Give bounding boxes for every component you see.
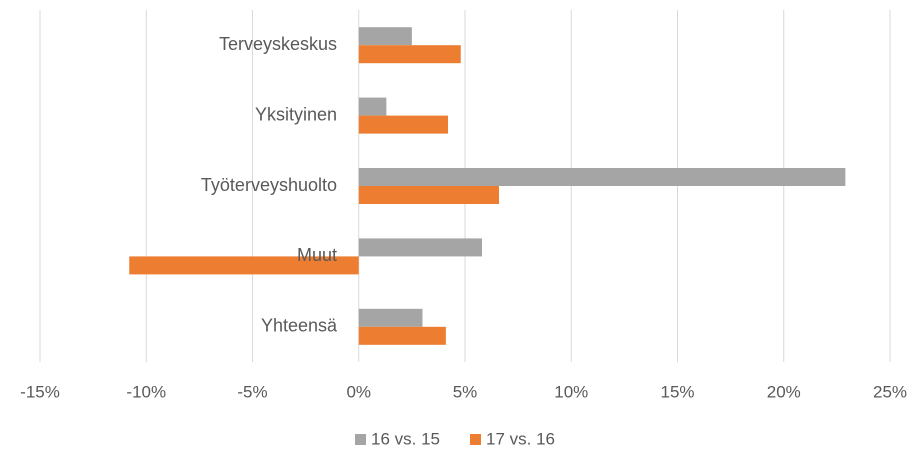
x-tick-label: 10% bbox=[554, 382, 588, 401]
x-tick-label: 25% bbox=[873, 382, 907, 401]
legend-label: 16 vs. 15 bbox=[371, 429, 440, 448]
bar bbox=[358, 308, 423, 327]
bar bbox=[358, 45, 461, 64]
bar bbox=[358, 97, 387, 116]
bar bbox=[358, 238, 482, 257]
x-tick-label: -15% bbox=[20, 382, 60, 401]
y-tick-label: Muut bbox=[297, 245, 337, 265]
bar bbox=[358, 186, 499, 204]
bar bbox=[358, 326, 446, 345]
bar bbox=[358, 168, 846, 186]
legend-swatch bbox=[470, 434, 481, 445]
y-tick-label: Työterveyshuolto bbox=[201, 175, 337, 195]
x-tick-label: 20% bbox=[767, 382, 801, 401]
x-tick-label: 5% bbox=[453, 382, 478, 401]
legend-label: 17 vs. 16 bbox=[486, 429, 555, 448]
x-tick-label: 15% bbox=[660, 382, 694, 401]
bar bbox=[129, 256, 359, 275]
legend-swatch bbox=[355, 434, 366, 445]
y-tick-label: Yhteensä bbox=[261, 316, 338, 336]
bar bbox=[358, 115, 448, 134]
y-tick-label: Yksityinen bbox=[255, 104, 337, 124]
x-tick-label: 0% bbox=[346, 382, 371, 401]
bar bbox=[358, 27, 412, 46]
x-tick-label: -5% bbox=[237, 382, 267, 401]
x-tick-label: -10% bbox=[126, 382, 166, 401]
y-tick-label: Terveyskeskus bbox=[219, 34, 337, 54]
